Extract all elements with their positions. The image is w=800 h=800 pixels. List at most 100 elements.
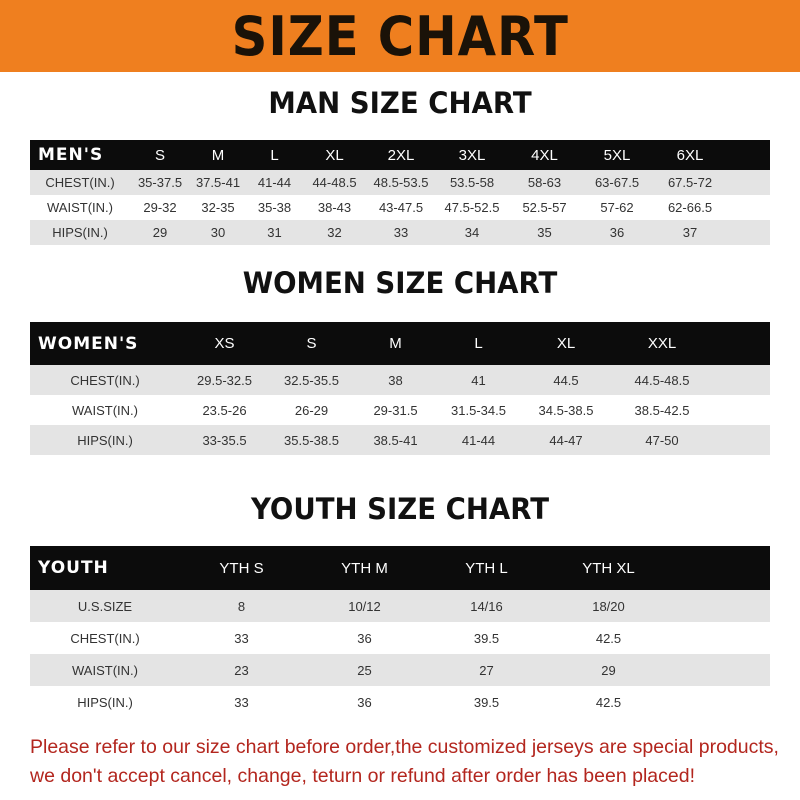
size-value: 14/16	[470, 598, 503, 614]
size-value: 42.5	[595, 694, 622, 710]
size-header: S	[306, 335, 317, 352]
size-value: 38	[388, 372, 403, 388]
size-value: 33	[393, 225, 409, 240]
table-header-row: WOMEN'S XS S M L XL XXL	[30, 322, 770, 365]
size-value: 41-44	[461, 432, 496, 448]
size-header: XL	[556, 335, 576, 352]
size-header: S	[154, 146, 165, 164]
size-value: 44-48.5	[312, 175, 357, 190]
size-header: 4XL	[531, 146, 558, 164]
table-row: HIPS(IN.) 33 36 39.5 42.5	[30, 686, 770, 718]
size-value: 47.5-52.5	[444, 200, 500, 215]
measurement-label: WAIST(IN.)	[47, 200, 113, 215]
size-header: 3XL	[458, 146, 486, 164]
table-row: HIPS(IN.) 33-35.5 35.5-38.5 38.5-41 41-44 44-…	[30, 425, 770, 455]
measurement-label: CHEST(IN.)	[45, 175, 115, 190]
measurement-label: CHEST(IN.)	[70, 630, 140, 646]
table-row: WAIST(IN.) 23.5-26 26-29 29-31.5 31.5-34.5 34…	[30, 395, 770, 425]
size-value: 63-67.5	[594, 175, 640, 190]
order-notice: Please refer to our size chart before or…	[30, 733, 790, 791]
size-header: XS	[214, 335, 235, 352]
size-header: YTH XL	[582, 559, 635, 577]
size-value: 29-32	[143, 200, 177, 215]
size-value: 53.5-58	[449, 175, 495, 190]
size-value: 27	[479, 662, 494, 678]
size-header: YTH S	[219, 559, 264, 577]
size-header: M	[389, 335, 402, 352]
size-value: 32	[327, 225, 342, 240]
size-value: 44.5-48.5	[634, 372, 690, 388]
size-header: XXL	[647, 335, 677, 352]
size-value: 34	[464, 225, 480, 240]
size-value: 37.5-41	[195, 175, 241, 190]
notice-line-1: Please refer to our size chart before or…	[30, 736, 779, 758]
size-value: 33	[234, 694, 249, 710]
size-value: 38.5-41	[373, 432, 418, 448]
size-value: 31.5-34.5	[451, 402, 506, 418]
men-chart-title: MAN SIZE CHART	[268, 86, 532, 120]
table-row: HIPS(IN.) 29 30 31 32 33 34 35 36 37	[30, 220, 770, 245]
measurement-label: HIPS(IN.)	[77, 694, 133, 710]
size-value: 10/12	[348, 598, 381, 614]
size-value: 38-43	[317, 200, 352, 215]
size-header: XL	[325, 146, 344, 164]
size-value: 67.5-72	[667, 175, 713, 190]
size-value: 34.5-38.5	[538, 402, 594, 418]
table-category-label: WOMEN'S	[38, 333, 139, 354]
size-value: 62-66.5	[667, 200, 713, 215]
size-value: 35-38	[257, 200, 292, 215]
size-value: 32.5-35.5	[284, 372, 339, 388]
size-chart-banner: SIZE CHART	[0, 0, 800, 72]
table-category-label: MEN'S	[38, 145, 104, 165]
size-value: 8	[237, 598, 246, 614]
size-value: 36	[609, 225, 625, 240]
size-header: 6XL	[676, 146, 704, 164]
size-value: 23	[234, 662, 249, 678]
size-header: 2XL	[387, 146, 415, 164]
table-header-row: YOUTH YTH S YTH M YTH L YTH XL	[30, 546, 770, 590]
size-header: M	[211, 146, 225, 164]
size-value: 47-50	[645, 432, 679, 448]
size-value: 52.5-57	[522, 200, 567, 215]
measurement-label: U.S.SIZE	[77, 598, 133, 614]
size-value: 58-63	[527, 175, 562, 190]
table-row: CHEST(IN.) 35-37.5 37.5-41 41-44 44-48.5 48.5…	[30, 170, 770, 195]
size-value: 29-31.5	[373, 402, 418, 418]
size-value: 29	[601, 662, 616, 678]
women-size-table: WOMEN'S XS S M L XL XXL CHEST(IN.) 29.5-32.5 32.5…	[30, 322, 770, 455]
size-value: 29.5-32.5	[197, 372, 252, 388]
size-value: 39.5	[473, 630, 500, 646]
banner-title: SIZE CHART	[231, 4, 569, 68]
size-value: 38.5-42.5	[634, 402, 690, 418]
size-value: 33-35.5	[202, 432, 247, 448]
size-value: 37	[682, 225, 698, 240]
size-value: 41-44	[257, 175, 292, 190]
table-row: U.S.SIZE 8 10/12 14/16 18/20	[30, 590, 770, 622]
size-value: 44.5	[553, 372, 579, 388]
notice-line-2: we don't accept cancel, change, teturn o…	[30, 765, 695, 787]
size-value: 41	[471, 372, 486, 388]
table-category-label: YOUTH	[38, 558, 109, 578]
size-value: 30	[210, 225, 226, 240]
measurement-label: HIPS(IN.)	[77, 432, 133, 448]
measurement-label: CHEST(IN.)	[70, 372, 140, 388]
table-row: WAIST(IN.) 29-32 32-35 35-38 38-43 43-47.5 47.…	[30, 195, 770, 220]
table-row: CHEST(IN.) 33 36 39.5 42.5	[30, 622, 770, 654]
size-value: 32-35	[201, 200, 235, 215]
size-value: 43-47.5	[378, 200, 424, 215]
measurement-label: WAIST(IN.)	[72, 662, 138, 678]
size-value: 18/20	[592, 598, 625, 614]
size-value: 57-62	[600, 200, 634, 215]
size-value: 29	[152, 225, 168, 240]
size-value: 35.5-38.5	[284, 432, 339, 448]
size-header: YTH M	[341, 559, 388, 577]
size-value: 48.5-53.5	[373, 175, 429, 190]
table-row: WAIST(IN.) 23 25 27 29	[30, 654, 770, 686]
size-value: 44-47	[549, 432, 583, 448]
size-value: 36	[357, 630, 372, 646]
size-header: L	[270, 146, 279, 164]
table-header-row: MEN'S S M L XL 2XL 3XL 4XL 5XL 6XL	[30, 140, 770, 170]
size-value: 23.5-26	[202, 402, 247, 418]
women-chart-title: WOMEN SIZE CHART	[242, 266, 558, 300]
size-header: 5XL	[603, 146, 631, 164]
